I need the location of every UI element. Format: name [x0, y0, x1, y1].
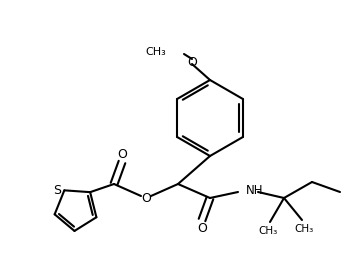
- Text: CH₃: CH₃: [145, 47, 166, 57]
- Text: CH₃: CH₃: [258, 226, 278, 236]
- Text: S: S: [53, 184, 61, 197]
- Text: O: O: [141, 191, 151, 205]
- Text: O: O: [187, 56, 197, 69]
- Text: CH₃: CH₃: [294, 224, 314, 234]
- Text: O: O: [117, 147, 127, 161]
- Text: O: O: [197, 222, 207, 236]
- Text: NH: NH: [246, 184, 263, 197]
